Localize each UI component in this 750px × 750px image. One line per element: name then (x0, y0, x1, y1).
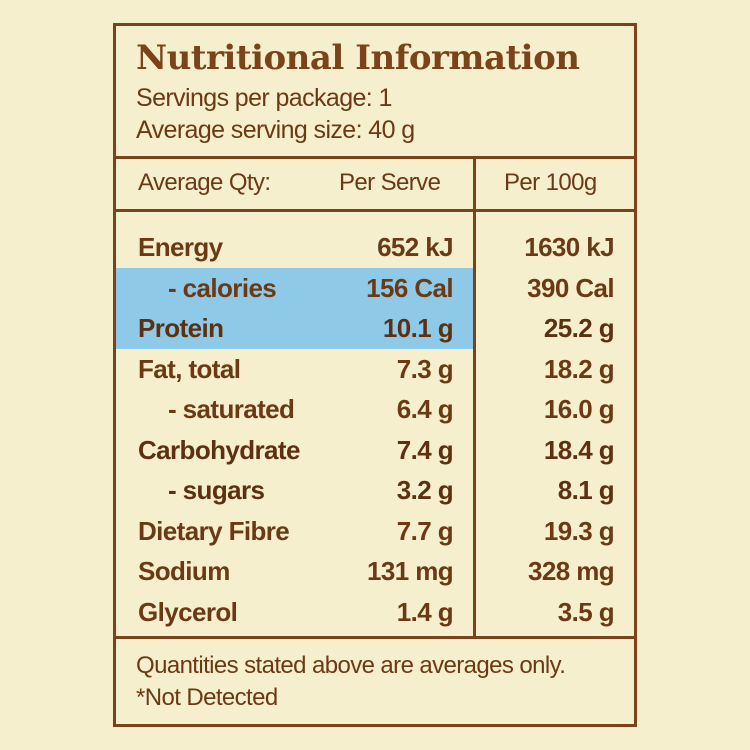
table-row-energy: Energy 652 kJ 1630 kJ (116, 227, 634, 267)
nutrient-name: Glycerol (138, 597, 238, 627)
table-row-protein: Protein 10.1 g 25.2 g (116, 308, 634, 348)
per-100g-value: 16.0 g (543, 394, 615, 424)
panel-header: Nutritional Information Servings per pac… (116, 26, 634, 156)
per-serve-value: 6.4 g (396, 394, 454, 424)
table-row-fat-total: Fat, total 7.3 g 18.2 g (116, 349, 634, 389)
table-row-saturated: - saturated 6.4 g 16.0 g (116, 389, 634, 429)
nutrient-name: Sodium (138, 556, 230, 586)
per-100g-value: 18.4 g (543, 435, 615, 465)
table-row-calories: - calories 156 Cal 390 Cal (116, 268, 634, 308)
table-bottom-divider (116, 636, 634, 639)
table-row-carbohydrate: Carbohydrate 7.4 g 18.4 g (116, 430, 634, 470)
column-divider (473, 159, 476, 636)
column-header-divider (116, 209, 634, 212)
header-divider (116, 156, 634, 159)
servings-per-package: Servings per package: 1 (136, 84, 392, 112)
row-highlight (116, 268, 473, 349)
nutrient-name: Energy (138, 232, 223, 262)
nutrition-panel: Nutritional Information Servings per pac… (113, 23, 637, 727)
column-header-per-100g: Per 100g (504, 169, 597, 196)
table-row-sodium: Sodium 131 mg 328 mg (116, 551, 634, 591)
per-serve-value: 10.1 g (382, 313, 454, 343)
column-header-per-serve: Per Serve (339, 169, 441, 196)
not-detected-note: *Not Detected (136, 684, 278, 711)
table-row-dietary-fibre: Dietary Fibre 7.7 g 19.3 g (116, 511, 634, 551)
per-serve-value: 156 Cal (366, 273, 453, 303)
panel-footer: Quantities stated above are averages onl… (136, 650, 566, 714)
per-100g-value: 328 mg (527, 556, 615, 586)
per-serve-value: 1.4 g (396, 597, 454, 627)
per-100g-value: 3.5 g (557, 597, 615, 627)
per-serve-value: 7.7 g (396, 516, 454, 546)
per-100g-value: 390 Cal (527, 273, 614, 303)
nutrient-name: Carbohydrate (138, 435, 300, 465)
per-serve-value: 7.3 g (396, 354, 454, 384)
per-serve-value: 3.2 g (396, 475, 454, 505)
nutrient-name: Dietary Fibre (138, 516, 290, 546)
average-serving-size: Average serving size: 40 g (136, 116, 415, 144)
nutrient-name: - sugars (168, 475, 265, 505)
per-100g-value: 19.3 g (543, 516, 615, 546)
per-100g-value: 1630 kJ (524, 232, 614, 262)
column-header-qty: Average Qty: (138, 169, 271, 196)
nutrient-name: - calories (168, 273, 277, 303)
per-100g-value: 25.2 g (543, 313, 615, 343)
nutrient-name: Protein (138, 313, 224, 343)
per-serve-value: 131 mg (366, 556, 454, 586)
per-serve-value: 652 kJ (377, 232, 454, 262)
table-row-sugars: - sugars 3.2 g 8.1 g (116, 470, 634, 510)
nutrient-name: - saturated (168, 394, 295, 424)
panel-title: Nutritional Information (136, 38, 580, 78)
nutrient-name: Fat, total (138, 354, 241, 384)
per-100g-value: 8.1 g (557, 475, 615, 505)
averages-note: Quantities stated above are averages onl… (136, 652, 566, 679)
per-serve-value: 7.4 g (396, 435, 454, 465)
per-100g-value: 18.2 g (543, 354, 615, 384)
table-row-glycerol: Glycerol 1.4 g 3.5 g (116, 592, 634, 632)
